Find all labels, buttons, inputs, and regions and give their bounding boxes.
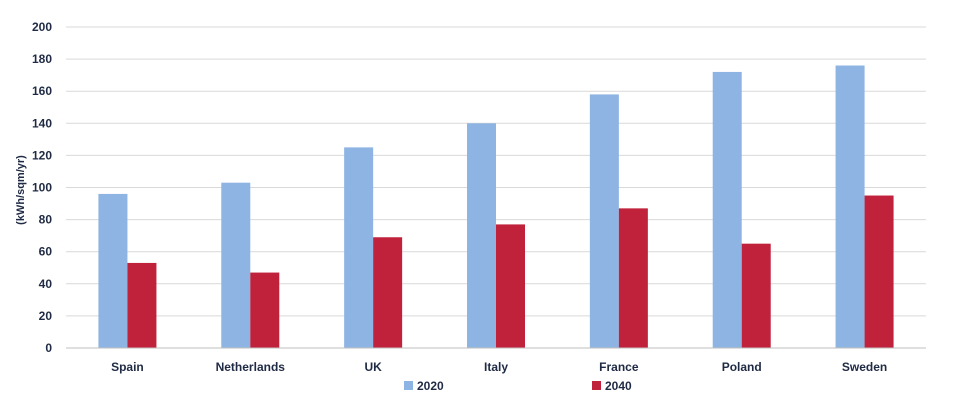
y-tick-label: 80 (39, 213, 53, 227)
y-tick-label: 160 (32, 84, 52, 98)
y-tick-label: 20 (39, 309, 53, 323)
legend-label-2020: 2020 (417, 379, 444, 393)
bar-2020-netherlands (221, 182, 251, 348)
bar-2040-italy (496, 224, 525, 348)
legend-swatch-2020 (404, 381, 413, 390)
x-category-label: Italy (484, 360, 508, 374)
y-tick-label: 60 (39, 245, 53, 259)
x-category-label: France (599, 360, 639, 374)
y-tick-label: 0 (45, 341, 52, 355)
y-tick-label: 100 (32, 181, 52, 195)
bar-2040-uk (373, 237, 403, 348)
y-tick-label: 180 (32, 52, 52, 66)
legend-label-2040: 2040 (605, 379, 632, 393)
x-category-label: UK (364, 360, 382, 374)
x-category-label: Netherlands (216, 360, 286, 374)
bar-2040-spain (127, 262, 157, 348)
bar-2040-france (618, 208, 648, 348)
bar-2020-spain (98, 193, 128, 348)
y-axis-ticks: 0 20 40 60 80 100 120 140 160 180 200 (32, 20, 52, 355)
bar-2020-poland (712, 71, 742, 348)
x-category-label: Spain (111, 360, 144, 374)
bar-2040-netherlands (250, 272, 280, 348)
legend: 2020 2040 (404, 379, 632, 393)
bar-2020-italy (467, 123, 496, 348)
y-tick-label: 120 (32, 148, 52, 162)
y-axis-title: (kWh/sqm/yr) (15, 155, 27, 225)
bars (98, 65, 894, 349)
y-tick-label: 40 (39, 277, 53, 291)
x-category-label: Sweden (842, 360, 887, 374)
bar-2020-sweden (835, 65, 865, 349)
bar-2020-uk (344, 147, 374, 348)
x-category-label: Poland (722, 360, 762, 374)
y-tick-label: 200 (32, 20, 52, 34)
bar-2040-poland (741, 243, 771, 348)
legend-swatch-2040 (592, 381, 601, 390)
x-axis-categories: Spain Netherlands UK Italy France Poland Swede… (111, 360, 887, 374)
bar-2020-france (589, 94, 619, 348)
bar-2040-sweden (864, 195, 894, 348)
y-tick-label: 140 (32, 116, 52, 130)
